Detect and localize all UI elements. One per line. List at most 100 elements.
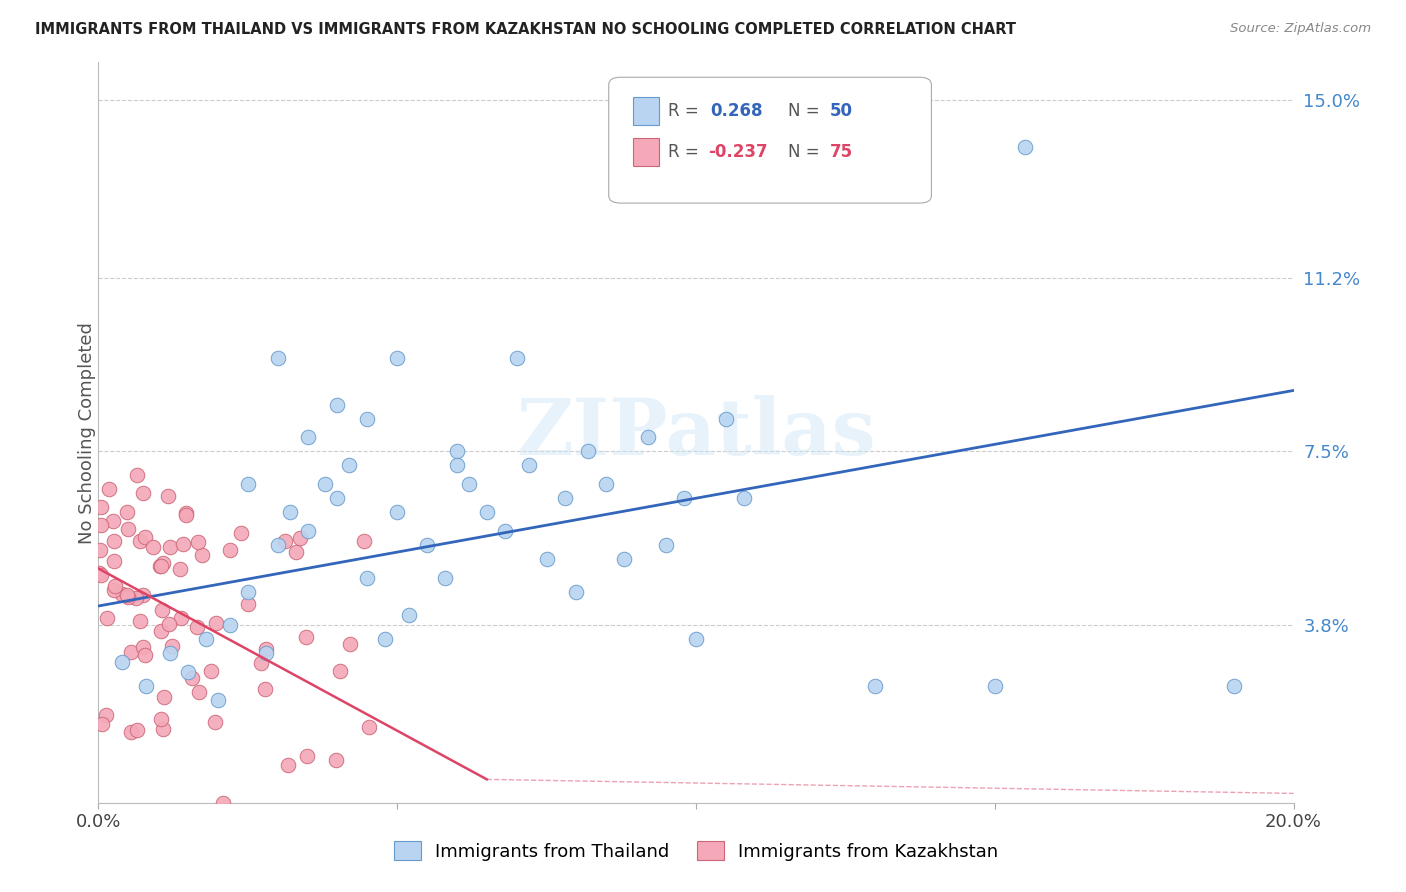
Point <box>326 491 349 506</box>
Point <box>159 646 181 660</box>
Point <box>120 724 142 739</box>
Point <box>157 616 180 631</box>
Text: 50: 50 <box>830 103 853 120</box>
Point <box>536 552 558 566</box>
Point <box>494 524 516 538</box>
Point <box>288 531 311 545</box>
Point <box>554 491 576 506</box>
Y-axis label: No Schooling Completed: No Schooling Completed <box>79 322 96 543</box>
Point <box>326 397 349 411</box>
Point <box>97 483 120 497</box>
Point <box>285 545 308 559</box>
Point <box>103 554 125 568</box>
Point <box>172 537 194 551</box>
Bar <box>633 97 659 126</box>
Point <box>212 796 235 810</box>
Point <box>277 758 299 772</box>
Text: R =: R = <box>668 143 699 161</box>
Point <box>357 720 380 734</box>
Point <box>186 619 208 633</box>
Point <box>91 717 114 731</box>
Point <box>156 489 179 503</box>
Point <box>152 722 174 736</box>
Point <box>174 508 197 523</box>
Point <box>150 712 173 726</box>
Point <box>187 685 209 699</box>
Point <box>132 485 155 500</box>
Point <box>236 585 259 599</box>
Point <box>132 640 155 654</box>
FancyBboxPatch shape <box>609 78 931 203</box>
Point <box>356 571 378 585</box>
Point <box>254 681 277 696</box>
Point <box>101 514 124 528</box>
Point <box>250 656 273 670</box>
Text: N =: N = <box>787 143 820 161</box>
Point <box>229 526 252 541</box>
Point <box>329 664 352 678</box>
Point <box>1014 140 1036 154</box>
Text: ZIPatlas: ZIPatlas <box>516 394 876 471</box>
Point <box>111 655 134 669</box>
Point <box>160 639 183 653</box>
Point <box>325 753 347 767</box>
Point <box>132 588 155 602</box>
Point <box>142 541 165 555</box>
Point <box>152 690 174 705</box>
Point <box>150 603 173 617</box>
Point <box>181 671 204 685</box>
Point <box>103 534 125 549</box>
Legend: Immigrants from Thailand, Immigrants from Kazakhstan: Immigrants from Thailand, Immigrants fro… <box>387 834 1005 868</box>
Point <box>127 467 149 482</box>
Point <box>195 632 218 646</box>
Point <box>149 624 172 639</box>
Point <box>339 458 361 473</box>
Point <box>117 522 139 536</box>
Point <box>374 632 396 646</box>
Point <box>446 444 468 458</box>
Point <box>1223 679 1246 693</box>
Text: Source: ZipAtlas.com: Source: ZipAtlas.com <box>1230 22 1371 36</box>
Point <box>174 506 197 520</box>
Point <box>152 556 174 570</box>
Point <box>90 500 112 515</box>
Point <box>96 708 118 723</box>
Point <box>273 534 295 549</box>
Point <box>207 692 229 706</box>
Point <box>149 559 172 574</box>
Point <box>267 351 290 365</box>
Point <box>134 529 156 543</box>
Point <box>297 430 319 444</box>
Point <box>339 637 361 651</box>
Point <box>637 430 659 444</box>
Point <box>578 444 600 458</box>
Point <box>398 608 420 623</box>
Point <box>353 534 375 549</box>
Point <box>124 591 146 606</box>
Point <box>169 562 191 576</box>
Point <box>685 632 707 646</box>
Point <box>187 535 209 549</box>
Point <box>200 665 222 679</box>
Point <box>458 477 481 491</box>
Point <box>565 585 588 599</box>
Point <box>733 491 755 506</box>
Point <box>295 748 318 763</box>
Point <box>984 679 1007 693</box>
Point <box>673 491 696 506</box>
Point <box>236 477 259 491</box>
Text: R =: R = <box>668 103 699 120</box>
Point <box>177 665 200 679</box>
Point <box>475 505 498 519</box>
Point <box>111 586 134 600</box>
Point <box>506 351 529 365</box>
Point <box>89 543 111 558</box>
Point <box>595 477 617 491</box>
Point <box>416 538 439 552</box>
Point <box>267 538 290 552</box>
Point <box>135 679 157 693</box>
Point <box>127 723 149 737</box>
Point <box>96 611 118 625</box>
Point <box>204 715 226 730</box>
Point <box>517 458 540 473</box>
